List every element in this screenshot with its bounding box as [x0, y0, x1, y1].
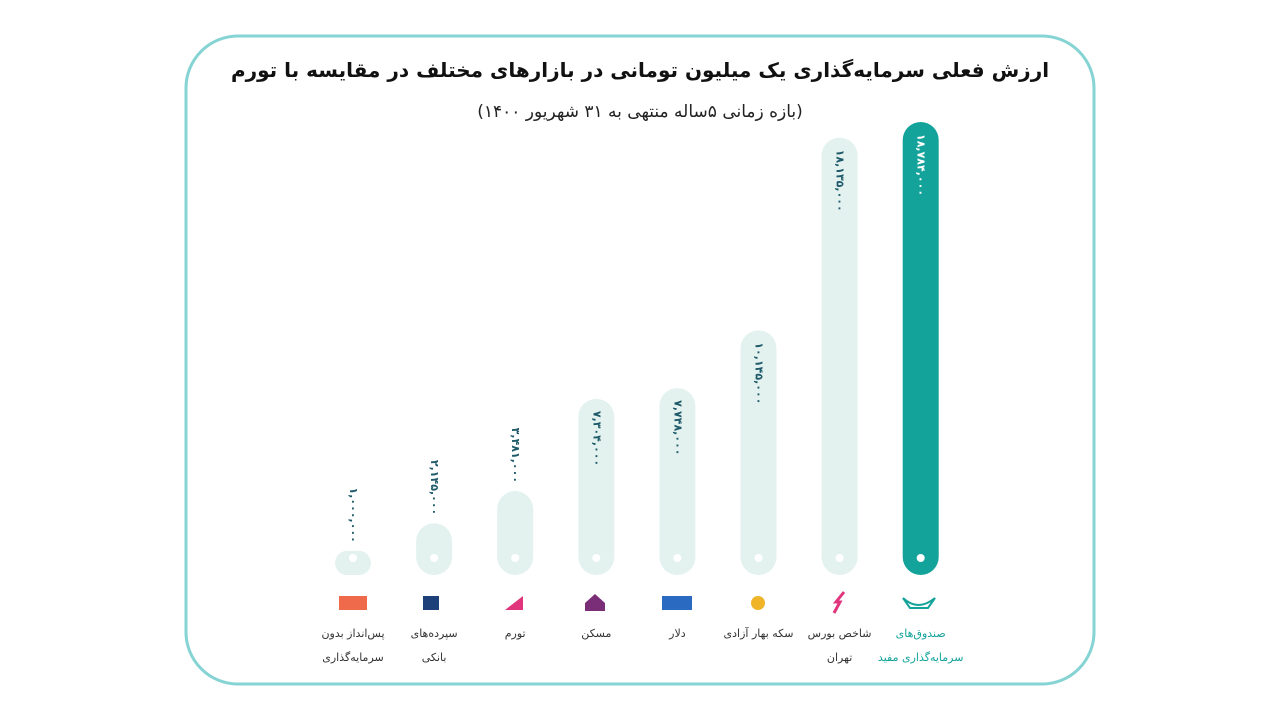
- category-label: شاخص بورس تهران: [807, 627, 872, 664]
- icon: [585, 594, 605, 611]
- value-label: ۱۰,۱۴۵,۰۰۰: [753, 342, 766, 404]
- bar: [578, 398, 615, 575]
- icon: [339, 596, 367, 610]
- bar-dot: [349, 554, 357, 562]
- icon: [832, 591, 846, 614]
- bar: [659, 388, 696, 575]
- frame: [184, 34, 1096, 686]
- bar-dot: [673, 554, 682, 562]
- value-label: ۷,۷۴۸,۰۰۰: [671, 400, 684, 455]
- bar: [497, 491, 534, 575]
- bar: [416, 523, 453, 575]
- value-label: ۲,۱۴۵,۰۰۰: [428, 460, 441, 515]
- category-label: مسکن: [581, 627, 612, 640]
- value-label: ۱,۰۰۰,۰۰۰: [347, 488, 360, 543]
- icon: [505, 596, 523, 610]
- bar: [902, 122, 939, 575]
- category-label: تورم: [504, 627, 526, 640]
- icon: [751, 596, 765, 610]
- category-label: پس‌انداز بدون سرمایه‌گذاری: [321, 627, 385, 664]
- bar: [335, 550, 371, 575]
- bar-dot: [835, 554, 844, 562]
- value-label: ۳,۴۸۱,۰۰۰: [509, 428, 522, 483]
- icon: [902, 597, 936, 609]
- bar-dot: [916, 554, 925, 562]
- bar-dot: [592, 554, 601, 562]
- chart-title: ارزش فعلی سرمایه‌گذاری یک میلیون تومانی …: [230, 58, 1050, 82]
- bar: [740, 330, 777, 575]
- value-label: ۱۸,۱۳۵,۰۰۰: [834, 150, 847, 212]
- icons: [339, 591, 936, 614]
- value-label: ۷,۳۰۴,۰۰۰: [590, 411, 603, 466]
- category-label: دلار: [669, 627, 686, 640]
- bar-dot: [754, 554, 763, 562]
- chart-subtitle: (بازه زمانی ۵ساله منتهی به ۳۱ شهریور ۱۴۰…: [477, 102, 803, 122]
- value-label: ۱۸,۷۸۴,۰۰۰: [915, 134, 928, 196]
- icon: [662, 596, 692, 610]
- category-label: سپرده‌های بانکی: [410, 627, 458, 664]
- bar-dot: [511, 554, 520, 562]
- bar: [821, 137, 858, 575]
- category-label: صندوق‌های سرمایه‌گذاری مفید: [877, 627, 964, 664]
- category-label: سکه بهار آزادی: [723, 627, 794, 640]
- icon: [423, 596, 439, 610]
- bar-dot: [430, 554, 439, 562]
